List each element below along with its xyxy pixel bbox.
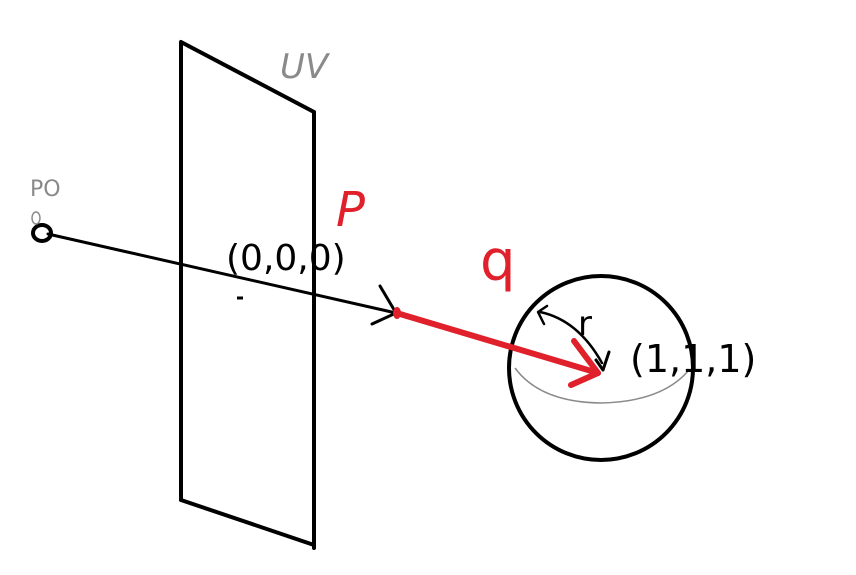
radius-arc-arrowhead xyxy=(536,304,549,326)
center-coordinate-label: (1,1,1) xyxy=(630,337,756,381)
origin-point xyxy=(31,223,53,243)
radius-arc xyxy=(538,310,604,365)
ray-line xyxy=(46,232,398,315)
ray-arrowhead xyxy=(370,284,398,326)
radius-label: r xyxy=(578,304,592,344)
sphere-equator xyxy=(514,367,690,404)
vector-q-arrowhead xyxy=(568,338,601,388)
uv-plane-label: UV xyxy=(280,47,331,87)
origin-label: PO xyxy=(30,177,61,202)
sphere xyxy=(507,274,695,462)
sphere-center-mark xyxy=(594,350,611,372)
origin-coordinate-label: (0,0,0) xyxy=(226,238,346,279)
uv-plane xyxy=(179,40,316,550)
origin-point-left-hook xyxy=(31,211,41,225)
vector-q-line xyxy=(397,311,601,376)
vector-q-label: q xyxy=(480,229,516,294)
point-p-label: P xyxy=(336,182,365,238)
